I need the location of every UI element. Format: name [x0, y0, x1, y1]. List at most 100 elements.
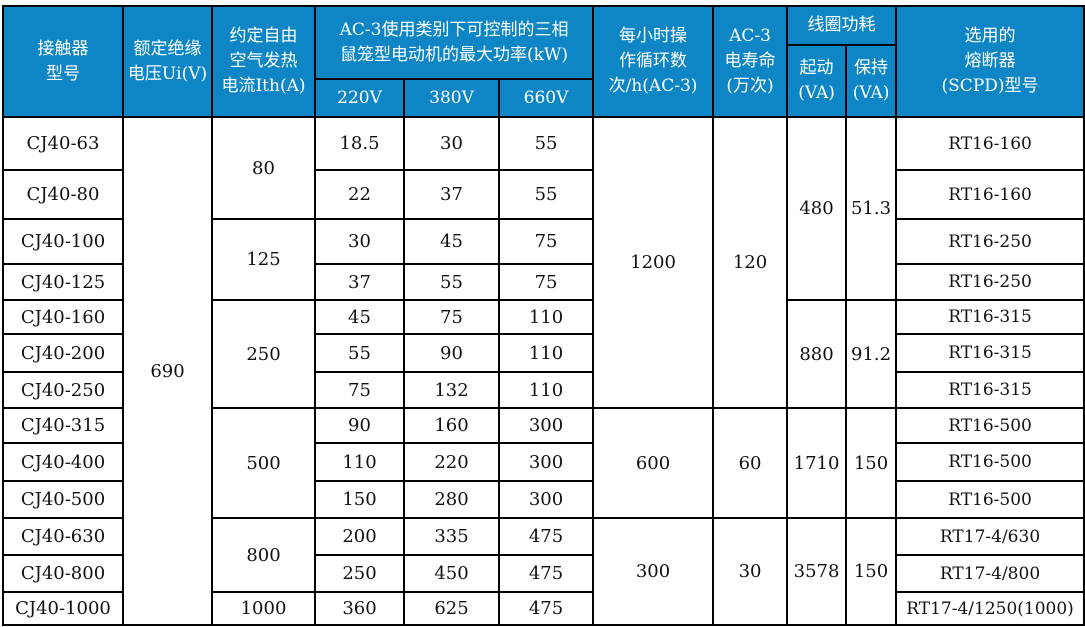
fuse-cell: RT17-4/1250(1000) [895, 591, 1085, 626]
power-660-cell: 300 [497, 407, 595, 444]
header-electrical-life: AC-3 电寿命 (万次) [712, 5, 789, 118]
header-model: 接触器 型号 [2, 5, 124, 118]
life-cell: 60 [712, 407, 789, 519]
thermal-current-cell: 1000 [211, 591, 316, 626]
table-row: CJ40-400 110 220 300 RT16-500 [2, 442, 1085, 482]
fuse-cell: RT16-250 [895, 218, 1085, 265]
power-660-cell: 475 [497, 591, 595, 626]
table-body: CJ40-63 690 80 18.5 30 55 1200 120 480 5… [2, 116, 1085, 626]
header-660v: 660V [497, 78, 595, 118]
table-row: CJ40-630 800 200 335 475 300 30 3578 150… [2, 517, 1085, 626]
model-cell: CJ40-100 [2, 218, 124, 265]
fuse-cell: RT16-160 [895, 116, 1085, 171]
fuse-cell: RT16-160 [895, 169, 1085, 220]
power-380-cell: 37 [403, 169, 500, 220]
power-220-cell: 55 [314, 333, 405, 373]
coil-start-cell: 1710 [786, 407, 848, 519]
fuse-cell: RT17-4/800 [895, 554, 1085, 593]
model-cell: CJ40-125 [2, 263, 124, 301]
header-coil-hold: 保持 (VA) [845, 44, 898, 118]
fuse-cell: RT16-500 [895, 442, 1085, 482]
thermal-current-cell: 800 [211, 517, 316, 593]
table-row: CJ40-315 500 90 160 300 600 60 1710 150 … [2, 407, 1085, 519]
thermal-current-cell: 500 [211, 407, 316, 519]
model-cell: CJ40-1000 [2, 591, 124, 626]
coil-start-cell: 880 [786, 299, 848, 409]
fuse-cell: RT16-315 [895, 333, 1085, 373]
power-220-cell: 150 [314, 480, 405, 519]
header-cycles: 每小时操 作循环数 次/h(AC-3) [592, 5, 715, 118]
table-row: CJ40-100 125 30 45 75 RT16-250 [2, 218, 1085, 301]
contactor-spec-table: 接触器 型号 额定绝缘 电压Ui(V) 约定自由 空气发热 电流Ith(A) A… [2, 5, 1085, 626]
model-cell: CJ40-800 [2, 554, 124, 593]
coil-start-cell: 480 [786, 116, 848, 301]
table-row: CJ40-80 22 37 55 RT16-160 [2, 169, 1085, 220]
power-220-cell: 30 [314, 218, 405, 265]
power-380-cell: 45 [403, 218, 500, 265]
model-cell: CJ40-315 [2, 407, 124, 444]
power-380-cell: 280 [403, 480, 500, 519]
header-coil-group: 线圈功耗 [786, 5, 898, 46]
fuse-cell: RT16-500 [895, 480, 1085, 519]
table-row: CJ40-200 55 90 110 RT16-315 [2, 333, 1085, 373]
model-cell: CJ40-63 [2, 116, 124, 171]
model-cell: CJ40-400 [2, 442, 124, 482]
power-380-cell: 55 [403, 263, 500, 301]
coil-hold-cell: 91.2 [845, 299, 898, 409]
power-220-cell: 200 [314, 517, 405, 556]
power-220-cell: 110 [314, 442, 405, 482]
power-380-cell: 220 [403, 442, 500, 482]
power-220-cell: 90 [314, 407, 405, 444]
life-cell: 120 [712, 116, 789, 409]
rated-voltage-cell: 690 [122, 116, 213, 626]
power-380-cell: 132 [403, 371, 500, 409]
table-row: CJ40-250 75 132 110 RT16-315 [2, 371, 1085, 409]
power-380-cell: 625 [403, 591, 500, 626]
power-660-cell: 55 [497, 116, 595, 171]
power-660-cell: 110 [497, 299, 595, 335]
power-660-cell: 475 [497, 517, 595, 556]
fuse-cell: RT16-315 [895, 371, 1085, 409]
power-660-cell: 110 [497, 333, 595, 373]
power-220-cell: 45 [314, 299, 405, 335]
fuse-cell: RT16-250 [895, 263, 1085, 301]
thermal-current-cell: 250 [211, 299, 316, 409]
power-220-cell: 360 [314, 591, 405, 626]
cycles-cell: 1200 [592, 116, 715, 409]
life-cell: 30 [712, 517, 789, 626]
model-cell: CJ40-500 [2, 480, 124, 519]
coil-start-cell: 3578 [786, 517, 848, 626]
power-220-cell: 37 [314, 263, 405, 301]
power-220-cell: 18.5 [314, 116, 405, 171]
power-220-cell: 75 [314, 371, 405, 409]
header-rated-voltage: 额定绝缘 电压Ui(V) [122, 5, 213, 118]
table-row: CJ40-1000 1000 360 625 475 RT17-4/1250(1… [2, 591, 1085, 626]
power-380-cell: 335 [403, 517, 500, 556]
power-660-cell: 300 [497, 480, 595, 519]
power-660-cell: 55 [497, 169, 595, 220]
table-row: CJ40-160 250 45 75 110 880 91.2 RT16-315 [2, 299, 1085, 409]
table-row: CJ40-800 250 450 475 RT17-4/800 [2, 554, 1085, 593]
header-coil-start: 起动 (VA) [786, 44, 848, 118]
table-row: CJ40-63 690 80 18.5 30 55 1200 120 480 5… [2, 116, 1085, 626]
power-380-cell: 160 [403, 407, 500, 444]
model-cell: CJ40-80 [2, 169, 124, 220]
cycles-cell: 600 [592, 407, 715, 519]
power-380-cell: 450 [403, 554, 500, 593]
header-fuse: 选用的 熔断器 (SCPD)型号 [895, 5, 1085, 118]
table-row: CJ40-500 150 280 300 RT16-500 [2, 480, 1085, 519]
table-header: 接触器 型号 额定绝缘 电压Ui(V) 约定自由 空气发热 电流Ith(A) A… [2, 5, 1085, 118]
coil-hold-cell: 51.3 [845, 116, 898, 301]
power-660-cell: 475 [497, 554, 595, 593]
header-power-group: AC-3使用类别下可控制的三相 鼠笼型电动机的最大功率(kW) [313, 5, 595, 80]
power-220-cell: 22 [314, 169, 405, 220]
model-cell: CJ40-200 [2, 333, 124, 373]
header-380v: 380V [403, 78, 500, 118]
power-220-cell: 250 [314, 554, 405, 593]
thermal-current-cell: 125 [211, 218, 316, 301]
model-cell: CJ40-250 [2, 371, 124, 409]
power-380-cell: 75 [403, 299, 500, 335]
thermal-current-cell: 80 [211, 116, 316, 220]
model-cell: CJ40-160 [2, 299, 124, 335]
